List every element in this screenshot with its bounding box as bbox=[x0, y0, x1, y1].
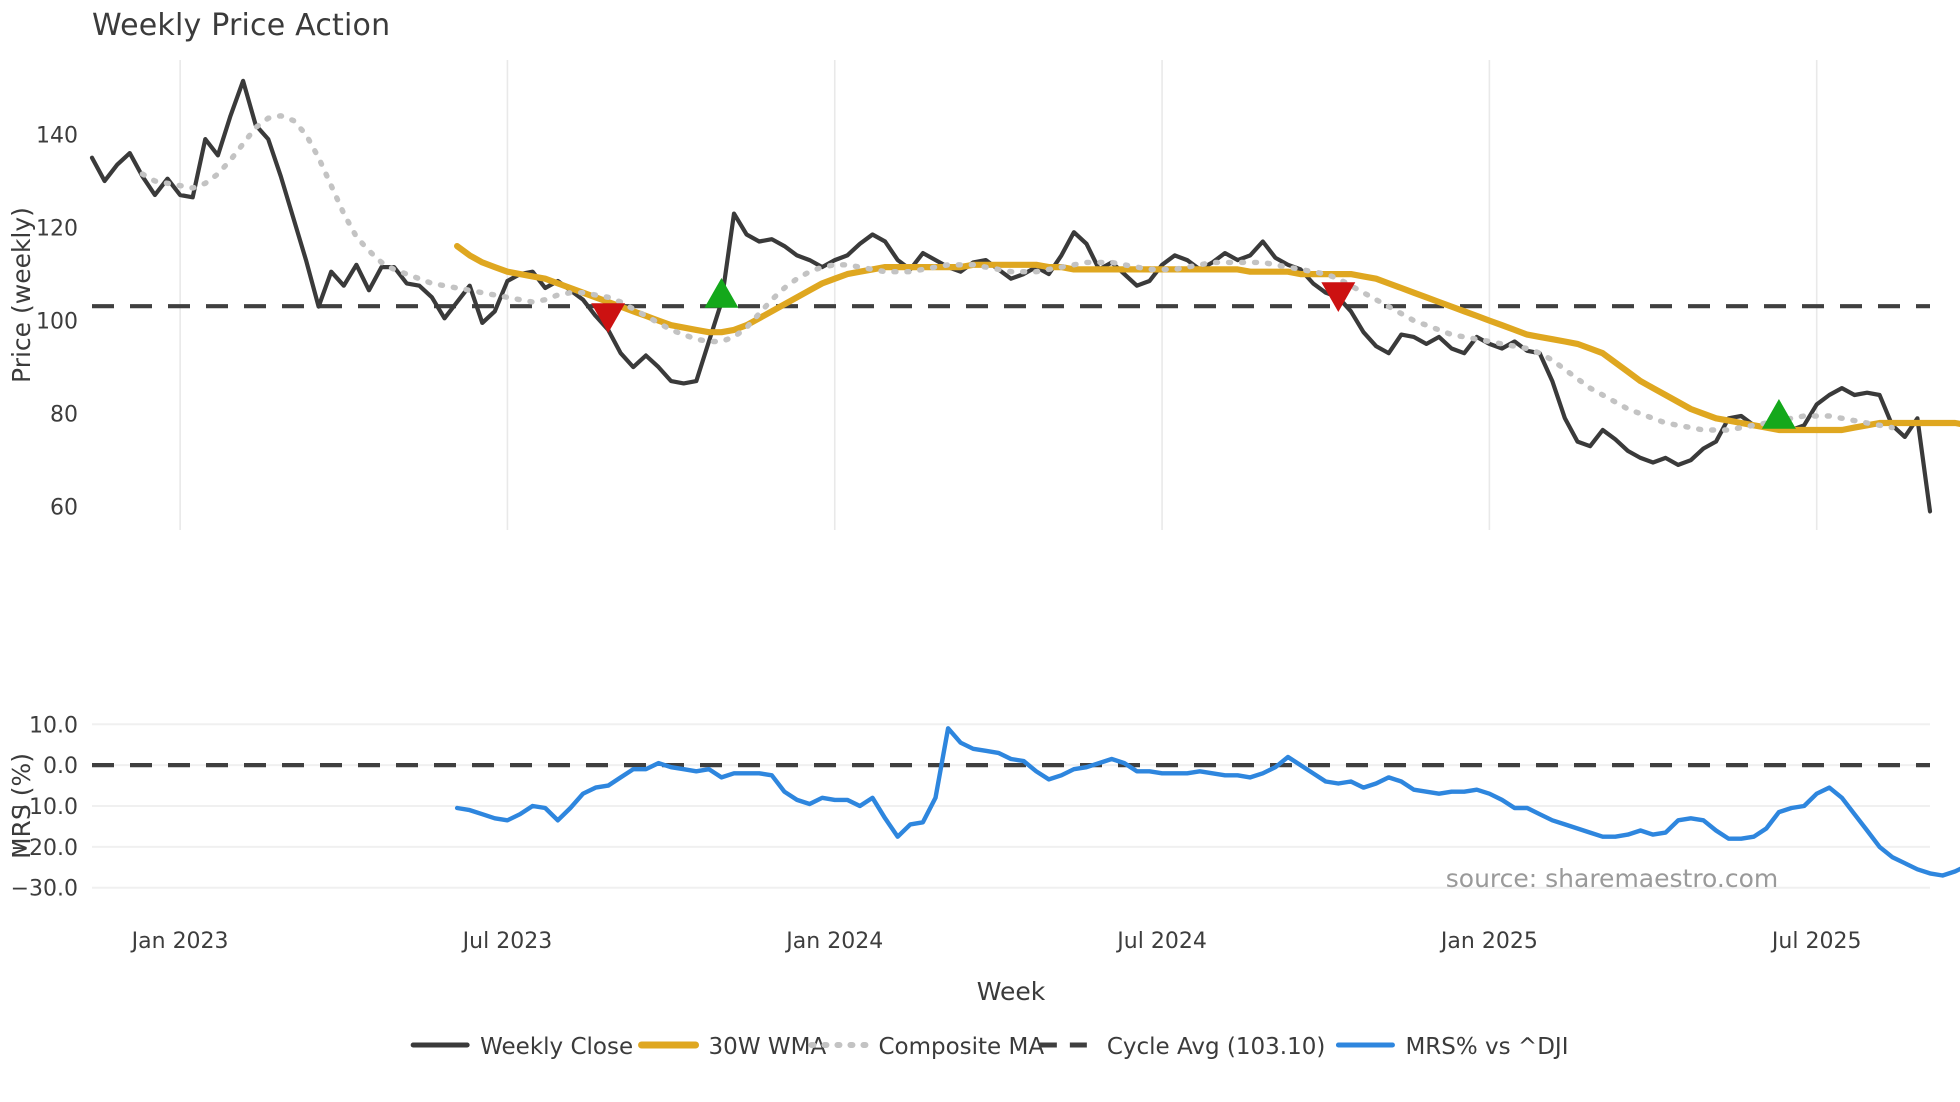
ytick-label-price: 60 bbox=[50, 496, 78, 521]
xaxis-title: Week bbox=[977, 977, 1046, 1006]
signal-markers-group bbox=[591, 278, 1796, 429]
ytick-label-mrs: −20.0 bbox=[11, 836, 78, 861]
xtick-label: Jan 2024 bbox=[784, 929, 883, 954]
legend-item[interactable]: MRS% vs ^DJI bbox=[1335, 1034, 1568, 1060]
yaxis-title-price: Price (weekly) bbox=[7, 207, 36, 383]
xtick-label: Jul 2025 bbox=[1770, 929, 1862, 954]
legend-label: 30W WMA bbox=[709, 1034, 827, 1060]
buy-signal-marker bbox=[704, 278, 739, 308]
ytick-label-mrs: 0.0 bbox=[43, 754, 78, 779]
legend-label: Cycle Avg (103.10) bbox=[1107, 1034, 1326, 1060]
yaxis-title-mrs: MRS (%) bbox=[7, 753, 36, 859]
mrs-series-group bbox=[92, 726, 1960, 878]
legend-item[interactable]: Cycle Avg (103.10) bbox=[1039, 1034, 1326, 1060]
xtick-label: Jan 2025 bbox=[1439, 929, 1538, 954]
xtick-label: Jul 2023 bbox=[461, 929, 553, 954]
legend-label: MRS% vs ^DJI bbox=[1405, 1034, 1568, 1060]
ytick-label-price: 120 bbox=[36, 217, 78, 242]
sell-signal-marker bbox=[1321, 282, 1356, 312]
sell-signal-marker bbox=[591, 303, 626, 333]
axis-labels-group: Jan 2023 Jul 2023 Jan 2024 Jul 2024 Jan 2025… bbox=[7, 123, 1861, 1006]
legend: Weekly Close 30W WMA Composite MA Cycle Avg… bbox=[410, 1034, 1568, 1060]
ytick-label-price: 80 bbox=[50, 403, 78, 428]
legend-item[interactable]: 30W WMA bbox=[638, 1034, 827, 1060]
ytick-label-mrs: −30.0 bbox=[11, 877, 78, 902]
price-series-group bbox=[89, 78, 1960, 514]
buy-signal-marker bbox=[1761, 398, 1796, 429]
legend-label: Weekly Close bbox=[480, 1034, 633, 1060]
page-title: Weekly Price Action bbox=[92, 8, 391, 43]
mrs-line bbox=[454, 726, 1960, 878]
wma-line bbox=[454, 243, 1960, 434]
xtick-label: Jul 2024 bbox=[1115, 929, 1207, 954]
ytick-label-mrs: −10.0 bbox=[11, 795, 78, 820]
ytick-label-price: 100 bbox=[36, 310, 78, 335]
legend-item[interactable]: Composite MA bbox=[808, 1034, 1044, 1060]
legend-label: Composite MA bbox=[878, 1034, 1044, 1060]
watermark: source: sharemaestro.com bbox=[1446, 864, 1779, 893]
xtick-label: Jan 2023 bbox=[130, 929, 229, 954]
ytick-label-price: 140 bbox=[36, 123, 78, 148]
ytick-label-mrs: 10.0 bbox=[29, 713, 78, 738]
legend-item[interactable]: Weekly Close bbox=[410, 1034, 633, 1060]
weekly-close-line bbox=[89, 78, 1933, 514]
composite-ma-line bbox=[139, 113, 1895, 433]
